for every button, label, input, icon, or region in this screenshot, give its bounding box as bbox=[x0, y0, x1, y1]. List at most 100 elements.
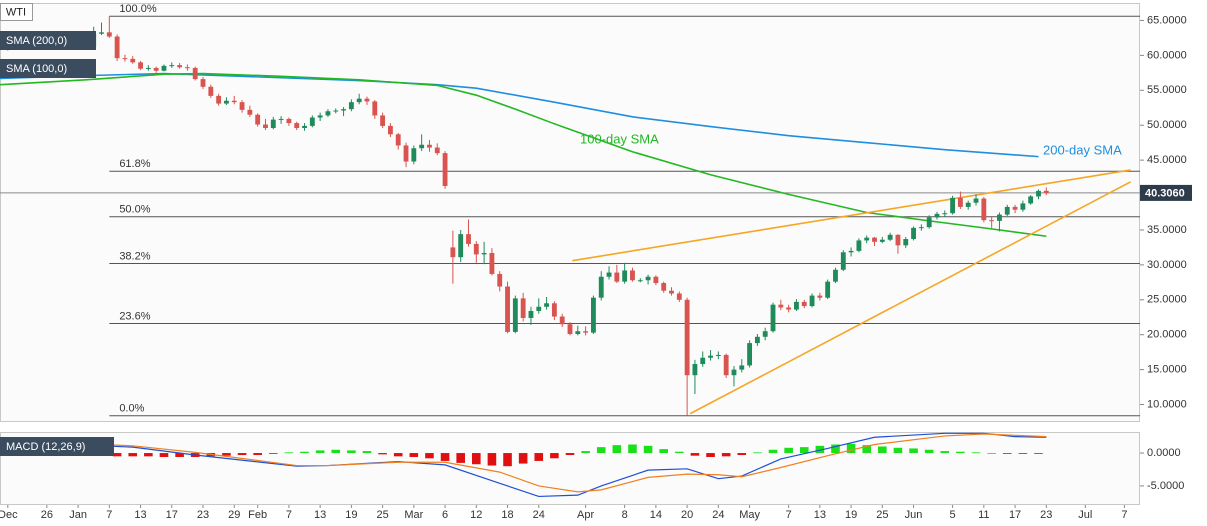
x-tick-label: Apr bbox=[577, 509, 594, 521]
candle-body bbox=[848, 250, 854, 253]
histogram-bar bbox=[550, 453, 559, 459]
x-tick-label: 20 bbox=[681, 509, 693, 521]
y-tick-label: -5.0000 bbox=[1147, 480, 1184, 492]
y-tick-label: 50.0000 bbox=[1147, 119, 1187, 131]
histogram-bar bbox=[300, 451, 309, 454]
y-tick-label: 25.0000 bbox=[1147, 294, 1187, 306]
candle-body bbox=[333, 110, 339, 112]
histogram-bar bbox=[784, 447, 793, 454]
histogram-bar bbox=[378, 453, 387, 455]
histogram-bar bbox=[721, 453, 731, 457]
candle-body bbox=[747, 343, 753, 366]
candle-body bbox=[801, 301, 807, 307]
y-tick-label: 45.0000 bbox=[1147, 154, 1187, 166]
candle-body bbox=[364, 98, 370, 102]
candle-body bbox=[348, 102, 354, 110]
candle-body bbox=[387, 125, 393, 135]
candle-body bbox=[715, 354, 721, 356]
candle-body bbox=[918, 227, 924, 229]
legend-box bbox=[0, 59, 96, 78]
histogram-bar bbox=[971, 452, 981, 454]
histogram-bar bbox=[409, 453, 419, 457]
candle-body bbox=[341, 109, 346, 111]
candle-body bbox=[1028, 196, 1034, 204]
candle-body bbox=[442, 153, 448, 186]
histogram-bar bbox=[315, 450, 325, 454]
candle-body bbox=[1036, 190, 1041, 197]
histogram-bar bbox=[893, 447, 903, 454]
x-tick-label: 23 bbox=[197, 509, 209, 521]
candle-body bbox=[372, 101, 378, 116]
fib-label: 61.8% bbox=[119, 158, 150, 170]
candle-body bbox=[591, 297, 596, 333]
candle-body bbox=[216, 95, 222, 104]
last-price-badge bbox=[1140, 184, 1192, 201]
y-tick-label: 55.0000 bbox=[1147, 84, 1187, 96]
histogram-bar bbox=[534, 453, 544, 461]
candle-body bbox=[302, 125, 307, 129]
candle-body bbox=[528, 310, 534, 318]
histogram-bar bbox=[940, 451, 950, 454]
candle-body bbox=[567, 324, 573, 335]
candle-body bbox=[224, 100, 229, 104]
candle-body bbox=[934, 213, 940, 218]
x-tick-label: 29 bbox=[228, 509, 240, 521]
candle-body bbox=[427, 144, 432, 148]
histogram-bar bbox=[503, 453, 512, 467]
x-tick-label: 13 bbox=[814, 509, 826, 521]
candle-body bbox=[270, 119, 276, 129]
candle-body bbox=[192, 67, 198, 80]
macd-line bbox=[7, 433, 1047, 493]
plot-layer: 10.0000 15.0000 20.0000 25.0000 30.0000 35.00… bbox=[0, 3, 1192, 521]
histogram-bar bbox=[831, 444, 840, 454]
candle-body bbox=[497, 273, 503, 287]
candle-body bbox=[872, 237, 877, 242]
candle-body bbox=[911, 227, 916, 240]
candle-body bbox=[130, 58, 136, 63]
candle-body bbox=[294, 123, 300, 129]
x-tick-label: 7 bbox=[786, 509, 792, 521]
histogram-bar bbox=[815, 445, 825, 454]
candle-body bbox=[630, 270, 635, 281]
sma-annotation: 200-day SMA bbox=[1043, 142, 1122, 157]
candle-body bbox=[879, 239, 885, 242]
legend-box bbox=[0, 31, 96, 50]
histogram-bar bbox=[987, 453, 996, 454]
candle-body bbox=[1012, 206, 1018, 210]
candle-body bbox=[887, 234, 893, 240]
candle-body bbox=[505, 286, 510, 332]
candle-body bbox=[473, 243, 479, 255]
candle-body bbox=[981, 198, 987, 221]
candle-body bbox=[200, 79, 206, 87]
x-tick-label: 23 bbox=[1040, 509, 1052, 521]
candle-body bbox=[731, 369, 737, 376]
histogram-bar bbox=[237, 453, 247, 456]
histogram-bar bbox=[440, 453, 450, 461]
x-tick-label: 7 bbox=[1121, 509, 1127, 521]
candle-body bbox=[997, 214, 1002, 221]
candle-body bbox=[114, 36, 120, 59]
x-tick-label: 17 bbox=[166, 509, 178, 521]
histogram-bar bbox=[799, 447, 809, 454]
histogram-bar bbox=[518, 453, 528, 464]
histogram-bar bbox=[362, 451, 372, 454]
candle-body bbox=[380, 115, 386, 126]
legend-box bbox=[0, 437, 114, 456]
trendline bbox=[689, 181, 1132, 415]
histogram-bar bbox=[581, 451, 590, 454]
candle-body bbox=[708, 355, 713, 358]
candle-body bbox=[106, 32, 112, 37]
candle-body bbox=[817, 295, 823, 298]
histogram-bar bbox=[112, 453, 122, 457]
fib-label: 50.0% bbox=[119, 204, 150, 216]
y-tick-label: 30.0000 bbox=[1147, 259, 1187, 271]
candle-body bbox=[161, 65, 167, 71]
candle-body bbox=[544, 303, 549, 307]
y-tick-label: 20.0000 bbox=[1147, 329, 1187, 341]
fib-label: 100.0% bbox=[119, 3, 157, 15]
x-tick-label: 12 bbox=[470, 509, 482, 521]
candle-body bbox=[965, 202, 971, 207]
histogram-bar bbox=[909, 448, 918, 454]
